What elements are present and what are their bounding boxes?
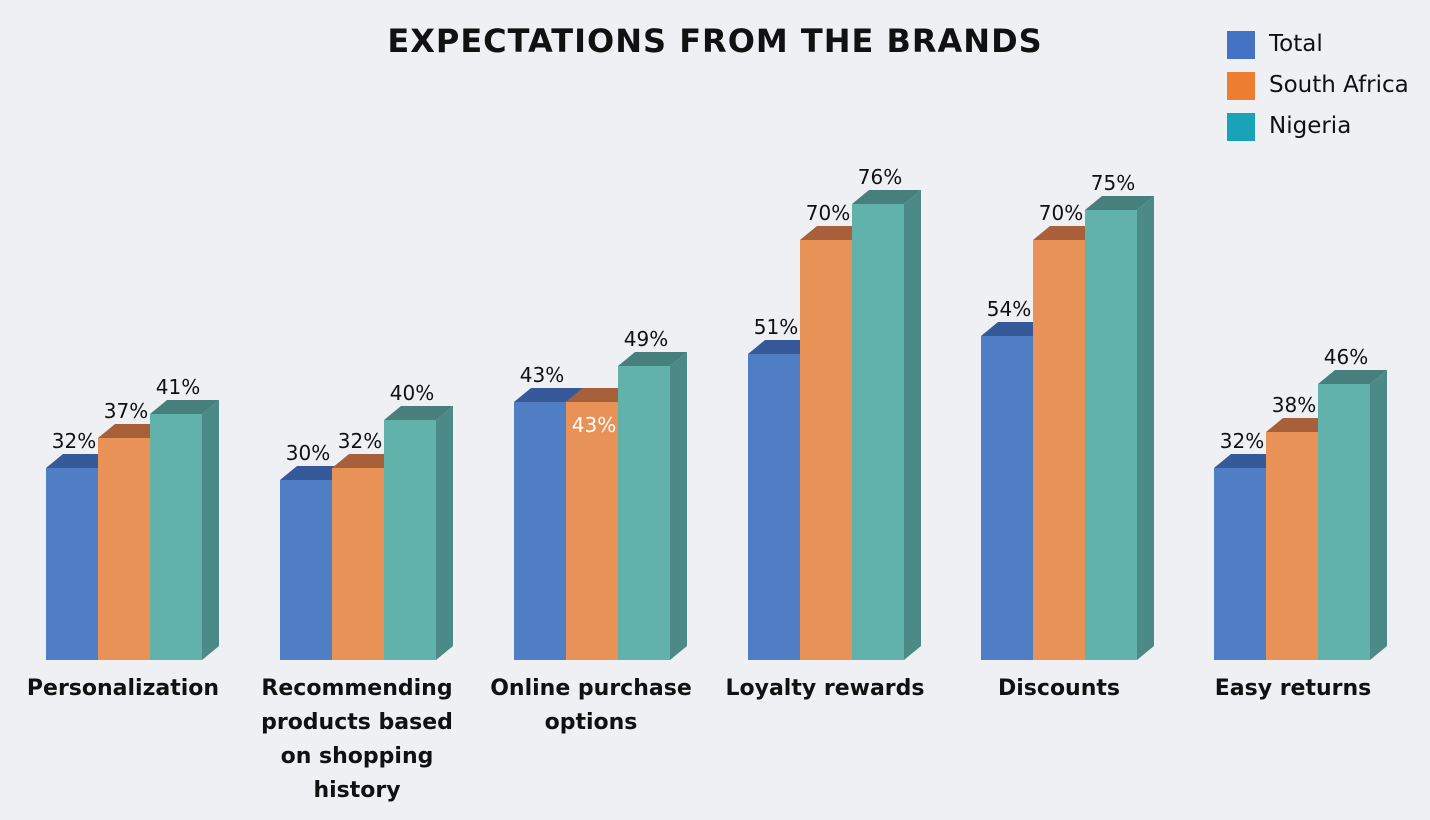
bar-top-total-1 <box>280 466 349 480</box>
bar-nigeria-5 <box>1318 370 1387 660</box>
legend-label-nigeria: Nigeria <box>1269 113 1352 139</box>
category-label-discounts: Discounts <box>998 676 1120 701</box>
category-label-loyalty-rewards: Loyalty rewards <box>725 676 925 701</box>
bar-side-nigeria-4 <box>1137 196 1154 660</box>
legend-swatch-total <box>1227 31 1255 59</box>
bar-front-south-africa-5 <box>1266 432 1318 660</box>
data-label-total-0: 32% <box>52 429 96 453</box>
data-label-south-africa-3: 70% <box>806 201 850 225</box>
bar-front-total-5 <box>1214 468 1266 660</box>
bar-front-total-3 <box>748 354 800 660</box>
bar-top-south-africa-0 <box>98 424 167 438</box>
bar-side-nigeria-1 <box>436 406 453 660</box>
bar-nigeria-4 <box>1085 196 1154 660</box>
bar-top-south-africa-5 <box>1266 418 1335 432</box>
data-label-nigeria-3: 76% <box>858 165 902 189</box>
legend-swatch-nigeria <box>1227 113 1255 141</box>
bar-front-south-africa-3 <box>800 240 852 660</box>
bar-top-south-africa-2 <box>566 388 635 402</box>
data-label-nigeria-1: 40% <box>390 381 434 405</box>
bar-nigeria-0 <box>150 400 219 660</box>
bar-front-total-4 <box>981 336 1033 660</box>
bar-top-total-0 <box>46 454 115 468</box>
bar-top-total-2 <box>514 388 583 402</box>
bar-front-total-0 <box>46 468 98 660</box>
bar-front-south-africa-2 <box>566 402 618 660</box>
bar-front-nigeria-0 <box>150 414 202 660</box>
data-label-nigeria-5: 46% <box>1324 345 1368 369</box>
bar-nigeria-2 <box>618 352 687 660</box>
bar-front-nigeria-1 <box>384 420 436 660</box>
category-label-recommending-products: Recommending products based on shopping … <box>261 676 453 803</box>
bar-side-nigeria-0 <box>202 400 219 660</box>
data-label-south-africa-5: 38% <box>1272 393 1316 417</box>
data-label-nigeria-4: 75% <box>1091 171 1135 195</box>
bar-top-total-5 <box>1214 454 1283 468</box>
data-label-south-africa-1: 32% <box>338 429 382 453</box>
bar-top-nigeria-1 <box>384 406 453 420</box>
bar-front-total-2 <box>514 402 566 660</box>
bar-top-total-3 <box>748 340 817 354</box>
bar-top-south-africa-3 <box>800 226 869 240</box>
legend-label-south-africa: South Africa <box>1269 72 1409 98</box>
category-label-personalization: Personalization <box>26 676 220 701</box>
bar-side-nigeria-5 <box>1370 370 1387 660</box>
legend-swatch-south-africa <box>1227 72 1255 100</box>
data-label-total-2: 43% <box>520 363 564 387</box>
bar-front-south-africa-0 <box>98 438 150 660</box>
legend: Total South Africa Nigeria <box>1227 28 1427 151</box>
data-label-nigeria-0: 41% <box>156 375 200 399</box>
bar-front-total-1 <box>280 480 332 660</box>
bar-nigeria-3 <box>852 190 921 660</box>
data-label-total-1: 30% <box>286 441 330 465</box>
category-label-online-purchase-options: Online purchase options <box>490 676 692 735</box>
bar-top-south-africa-4 <box>1033 226 1102 240</box>
bar-top-nigeria-4 <box>1085 196 1154 210</box>
bar-front-nigeria-2 <box>618 366 670 660</box>
data-label-south-africa-4: 70% <box>1039 201 1083 225</box>
bar-top-nigeria-5 <box>1318 370 1387 384</box>
legend-item-nigeria: Nigeria <box>1227 110 1427 151</box>
bar-front-nigeria-3 <box>852 204 904 660</box>
bar-front-south-africa-4 <box>1033 240 1085 660</box>
bar-top-nigeria-0 <box>150 400 219 414</box>
bar-front-nigeria-5 <box>1318 384 1370 660</box>
bar-front-nigeria-4 <box>1085 210 1137 660</box>
bar-front-south-africa-1 <box>332 468 384 660</box>
bar-top-south-africa-1 <box>332 454 401 468</box>
data-label-total-4: 54% <box>987 297 1031 321</box>
bar-top-total-4 <box>981 322 1050 336</box>
data-label-nigeria-2: 49% <box>624 327 668 351</box>
data-label-total-5: 32% <box>1220 429 1264 453</box>
data-label-total-3: 51% <box>754 315 798 339</box>
bar-nigeria-1 <box>384 406 453 660</box>
legend-item-south-africa: South Africa <box>1227 69 1427 110</box>
category-label-easy-returns: Easy returns <box>1214 676 1372 701</box>
bar-top-nigeria-2 <box>618 352 687 366</box>
data-label-south-africa-0: 37% <box>104 399 148 423</box>
bar-top-nigeria-3 <box>852 190 921 204</box>
chart-title: EXPECTATIONS FROM THE BRANDS <box>387 22 1043 60</box>
data-label-south-africa-2: 43% <box>572 413 616 437</box>
bar-side-nigeria-2 <box>670 352 687 660</box>
bar-side-nigeria-3 <box>904 190 921 660</box>
legend-item-total: Total <box>1227 28 1427 69</box>
legend-label-total: Total <box>1269 31 1323 57</box>
